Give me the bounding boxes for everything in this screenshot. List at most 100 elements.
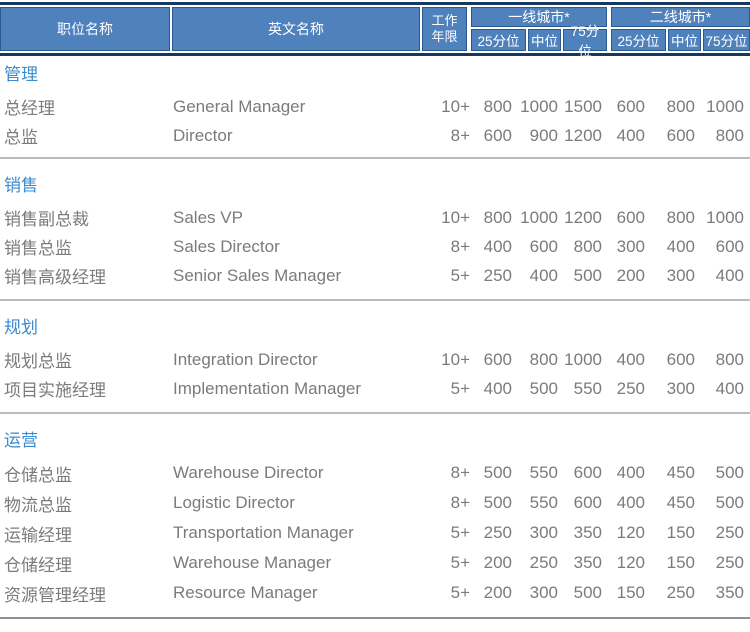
- cell-english: Director: [173, 125, 233, 145]
- cell-tier2-p75: 400: [715, 265, 744, 285]
- cell-tier2-p75: 600: [715, 236, 744, 256]
- header-tier2-label: 二线城市*: [611, 7, 750, 27]
- cell-tier1-p75: 1200: [564, 125, 602, 145]
- cell-experience: 8+: [450, 463, 470, 482]
- cell-english: General Manager: [173, 96, 306, 116]
- cell-tier1-p75: 350: [573, 553, 602, 572]
- cell-english: Transportation Manager: [173, 523, 354, 542]
- cell-experience: 10+: [441, 207, 470, 227]
- cell-tier2-p25: 400: [616, 125, 645, 145]
- table-row: 销售高级经理 Senior Sales Manager 5+ 250 400 500 200…: [0, 261, 750, 290]
- cell-tier2-p75: 250: [715, 553, 744, 572]
- cell-english: Logistic Director: [173, 493, 295, 512]
- cell-tier2-median: 300: [666, 378, 695, 398]
- table-row: 销售总监 Sales Director 8+ 400 600 800 300 400 600: [0, 232, 750, 261]
- cell-tier2-median: 800: [666, 207, 695, 227]
- cell-tier1-p75: 600: [573, 493, 602, 512]
- section: 运营 仓储总监 Warehouse Director 8+ 500 550 600 400 45…: [0, 412, 750, 617]
- cell-tier2-p25: 600: [616, 96, 645, 116]
- header-tier2-group: 二线城市* 25分位 中位 75分位: [611, 7, 750, 51]
- cell-tier2-p25: 300: [616, 236, 645, 256]
- cell-tier2-p75: 500: [715, 493, 744, 512]
- cell-tier1-median: 1000: [520, 207, 558, 227]
- cell-tier1-median: 900: [529, 125, 558, 145]
- cell-tier1-p75: 350: [573, 523, 602, 542]
- cell-tier1-p25: 200: [483, 553, 512, 572]
- cell-tier2-p25: 250: [616, 378, 645, 398]
- cell-position: 物流总监: [4, 495, 72, 515]
- cell-tier1-p25: 400: [483, 236, 512, 256]
- cell-tier1-p25: 600: [483, 349, 512, 369]
- cell-tier1-median: 600: [529, 236, 558, 256]
- cell-experience: 5+: [450, 553, 470, 572]
- cell-tier2-median: 150: [666, 553, 695, 572]
- cell-experience: 5+: [450, 523, 470, 542]
- cell-tier1-p75: 1200: [564, 207, 602, 227]
- cell-tier1-median: 300: [529, 523, 558, 542]
- table-row: 总经理 General Manager 10+ 800 1000 1500 600 800 10…: [0, 92, 750, 121]
- cell-tier2-p75: 400: [715, 378, 744, 398]
- header-tier1-p75: 75分位: [563, 24, 607, 59]
- cell-experience: 8+: [450, 236, 470, 256]
- cell-tier2-median: 300: [666, 265, 695, 285]
- cell-experience: 5+: [450, 378, 470, 398]
- cell-tier1-p75: 500: [573, 265, 602, 285]
- cell-position: 总监: [4, 128, 38, 147]
- cell-position: 销售总监: [4, 239, 72, 258]
- cell-tier2-p25: 200: [616, 265, 645, 285]
- header-experience: 工作 年限: [422, 7, 467, 51]
- cell-english: Warehouse Director: [173, 463, 324, 482]
- table-row: 仓储总监 Warehouse Director 8+ 500 550 600 400 450 5…: [0, 458, 750, 488]
- cell-position: 资源管理经理: [4, 585, 106, 605]
- cell-experience: 5+: [450, 583, 470, 602]
- cell-tier1-p25: 500: [483, 493, 512, 512]
- cell-tier2-p75: 350: [715, 583, 744, 602]
- table-row: 总监 Director 8+ 600 900 1200 400 600 800: [0, 121, 750, 150]
- cell-tier2-median: 600: [666, 125, 695, 145]
- cell-tier2-median: 450: [666, 463, 695, 482]
- cell-english: Sales Director: [173, 236, 280, 256]
- cell-tier2-p75: 800: [715, 349, 744, 369]
- cell-tier1-median: 550: [529, 493, 558, 512]
- cell-position: 仓储经理: [4, 555, 72, 575]
- table-row: 销售副总裁 Sales VP 10+ 800 1000 1200 600 800 1000: [0, 203, 750, 232]
- cell-tier1-median: 1000: [520, 96, 558, 116]
- section-label: 运营: [4, 431, 38, 450]
- header-tier1-subrow: 25分位 中位 75分位: [471, 24, 607, 59]
- cell-english: Warehouse Manager: [173, 553, 332, 572]
- table-row: 资源管理经理 Resource Manager 5+ 200 300 500 150 250 3…: [0, 578, 750, 608]
- cell-tier2-p75: 250: [715, 523, 744, 542]
- cell-position: 销售高级经理: [4, 268, 106, 287]
- header-tier2-median: 中位: [668, 29, 701, 51]
- cell-tier1-median: 300: [529, 583, 558, 602]
- cell-tier1-median: 800: [529, 349, 558, 369]
- cell-tier1-median: 250: [529, 553, 558, 572]
- cell-tier1-p25: 250: [483, 523, 512, 542]
- cell-experience: 10+: [441, 96, 470, 116]
- cell-tier1-p25: 800: [483, 96, 512, 116]
- cell-english: Implementation Manager: [173, 378, 362, 398]
- cell-english: Sales VP: [173, 207, 243, 227]
- section-label: 规划: [4, 318, 38, 337]
- header-tier1-group: 一线城市* 25分位 中位 75分位: [471, 7, 607, 59]
- section: 管理 总经理 General Manager 10+ 800 1000 1500 600 800…: [0, 56, 750, 157]
- cell-tier2-p25: 120: [616, 523, 645, 542]
- cell-tier1-p25: 500: [483, 463, 512, 482]
- header-tier2-p25: 25分位: [611, 29, 666, 51]
- cell-experience: 8+: [450, 125, 470, 145]
- table-header: 职位名称 英文名称 工作 年限 一线城市* 25分位 中位 75分位 二线城市*…: [0, 2, 750, 59]
- table-row: 项目实施经理 Implementation Manager 5+ 400 500 550 2…: [0, 374, 750, 403]
- cell-position: 运输经理: [4, 525, 72, 545]
- salary-table: 职位名称 英文名称 工作 年限 一线城市* 25分位 中位 75分位 二线城市*…: [0, 2, 750, 619]
- table-row: 运输经理 Transportation Manager 5+ 250 300 350 120…: [0, 518, 750, 548]
- cell-tier1-median: 400: [529, 265, 558, 285]
- cell-tier2-p75: 1000: [706, 96, 744, 116]
- cell-tier2-median: 400: [666, 236, 695, 256]
- cell-experience: 5+: [450, 265, 470, 285]
- cell-position: 仓储总监: [4, 465, 72, 485]
- table-row: 规划总监 Integration Director 10+ 600 800 1000 400…: [0, 345, 750, 374]
- header-position: 职位名称: [0, 7, 170, 51]
- cell-tier1-median: 550: [529, 463, 558, 482]
- cell-tier1-p75: 500: [573, 583, 602, 602]
- cell-tier1-p75: 1500: [564, 96, 602, 116]
